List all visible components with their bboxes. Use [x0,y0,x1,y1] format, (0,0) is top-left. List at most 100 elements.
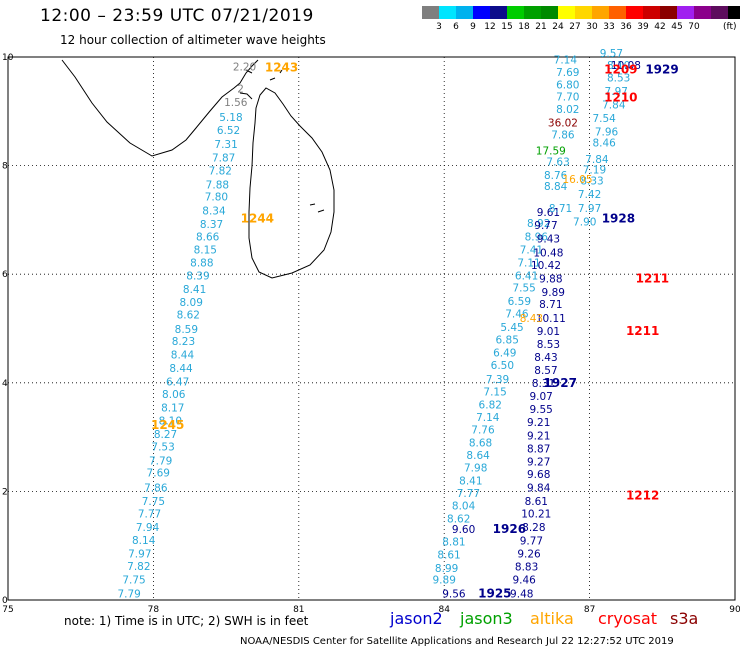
lat-tick-label: 2 [2,487,8,497]
swh-value: 9.56 [442,588,466,600]
swh-value: 7.53 [151,442,174,454]
colorbar-label: 3 [436,22,442,32]
pass-time-label: 1211 [626,324,659,338]
swh-value: 7.14 [476,412,500,424]
swh-value: 8.71 [549,203,572,215]
sri-lanka-coastline [248,87,335,279]
footer-note: note: 1) Time is in UTC; 2) SWH is in fe… [64,614,309,628]
colorbar-label: 42 [654,22,666,32]
swh-value: 16.05 [562,174,592,186]
swh-value: 9.60 [452,524,475,536]
colorbar-swatch [694,6,711,19]
swh-value: 9.48 [510,588,533,600]
swh-value: 36.02 [548,118,578,130]
pass-time-label: 1209 [604,62,637,76]
swh-value: 8.68 [469,437,492,449]
colorbar-swatch [558,6,575,19]
colorbar-label: 27 [569,22,581,32]
swh-value: 6.85 [496,335,519,347]
swh-value: 8.61 [525,496,548,508]
time-labels: 1243 1244 1245 1209 1210 1211 1211 1212 1929 1928… [151,61,679,601]
legend-cryosat: cryosat [598,609,658,628]
pass-time-label: 1928 [602,212,635,226]
swh-value: 6.52 [217,125,240,137]
colorbar-swatch [507,6,524,19]
swh-value: 8.10 [607,60,630,72]
swh-value: 8.31 [532,378,555,390]
swh-value: 8.43 [520,313,543,325]
page-title: 12:00 – 23:59 UTC 07/21/2019 [40,6,314,26]
colorbar [422,6,740,19]
lon-tick-label: 87 [584,605,595,615]
swh-value: 8.02 [556,104,579,116]
swh-value: 7.75 [122,575,145,587]
colorbar-label: 15 [501,22,513,32]
swh-value: 9.43 [537,234,560,246]
colorbar-labels: 3 6 9 12 15 18 21 24 27 30 33 36 39 42 45 70 [422,22,728,36]
colorbar-label: 21 [535,22,547,32]
lat-tick-label: 4 [2,379,8,389]
swh-value: 8.44 [169,363,193,375]
swh-value: 1.56 [224,97,248,109]
swh-value: 8.04 [452,500,476,512]
colorbar-label: 36 [620,22,632,32]
swh-value: 6.41 [515,271,538,283]
swh-value: 8.84 [544,181,568,193]
swh-value: 9.55 [529,404,552,416]
swh-value: 8.17 [161,403,184,415]
swh-value: 6.59 [508,296,531,308]
swh-value: 7.90 [573,216,596,228]
colorbar-swatch [609,6,626,19]
colorbar-swatch [524,6,541,19]
colorbar-label: 70 [688,22,700,32]
colorbar-swatch [422,6,439,19]
swh-value: 8.41 [459,475,482,487]
swh-value: 9.77 [520,536,543,548]
map-frame [7,56,736,601]
colorbar-swatch [456,6,473,19]
swh-value: 7.84 [585,154,609,166]
swh-value: 7.19 [583,165,606,177]
swh-value: 8.64 [466,450,490,462]
pass-time-label: 1245 [151,418,184,432]
swh-value: 8.96 [525,232,549,244]
swh-value: 8.33 [580,176,603,188]
swh-value: 8.76 [544,170,568,182]
swh-value: 9.57 [600,48,623,60]
colorbar-swatch [626,6,643,19]
lon-tick-label: 84 [438,605,450,615]
swh-value: 7.97 [578,203,601,215]
swh-value: 9.46 [512,575,536,587]
swh-value: 7.55 [512,283,535,295]
swh-value: 8.71 [539,299,562,311]
swh-value: 7.39 [486,374,509,386]
swh-value: 7.76 [471,424,495,436]
swh-value: 7.77 [457,488,480,500]
swh-value: 8.53 [537,339,560,351]
colorbar-swatch [490,6,507,19]
swh-value: 9.01 [537,326,560,338]
swh-value: 7.14 [554,55,578,67]
pass-time-label: 1927 [544,376,577,390]
swh-value: 8.27 [154,429,177,441]
swh-value: 8.81 [442,537,465,549]
swh-value: 17.59 [536,146,566,158]
mannar-islands [239,69,325,213]
pass-time-label: 1212 [626,489,659,503]
swh-value: 8.34 [202,205,226,217]
legend-jason2: jason2 [390,609,443,628]
swh-value: 7.15 [483,386,506,398]
swh-value: 7.69 [147,468,170,480]
swh-value: 8.83 [515,562,538,574]
swh-value: 7.77 [138,508,161,520]
colorbar-label: 45 [671,22,683,32]
swh-value: 8.99 [435,563,458,575]
swh-value: 7.70 [556,91,579,103]
swh-value: 8.46 [592,138,616,150]
swh-value: 9.21 [527,417,550,429]
swh-value: 7.79 [117,588,140,600]
swh-value: 7.54 [592,113,616,125]
colorbar-label: 39 [637,22,649,32]
colorbar-swatch [473,6,490,19]
